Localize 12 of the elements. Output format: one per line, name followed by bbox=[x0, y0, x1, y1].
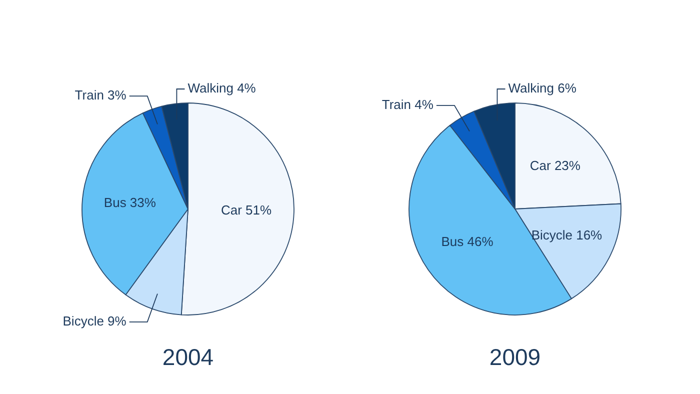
slice-label: Walking 4% bbox=[188, 80, 256, 96]
text: 2009 bbox=[489, 344, 541, 370]
slice-label: Bicycle 9% bbox=[62, 313, 127, 328]
slice-label: Walking 6% bbox=[508, 80, 577, 96]
slice-label: Bus 33% bbox=[104, 194, 156, 210]
text: 2004 bbox=[162, 344, 214, 370]
slice-label: Car 51% bbox=[220, 202, 272, 218]
slice-label: Car 23% bbox=[530, 158, 581, 174]
slice-label: Train 3% bbox=[74, 88, 127, 103]
slice-label: Bicycle 16% bbox=[531, 227, 603, 242]
slice-label: Bus 46% bbox=[441, 234, 494, 249]
slice-label: Train 4% bbox=[382, 96, 434, 112]
